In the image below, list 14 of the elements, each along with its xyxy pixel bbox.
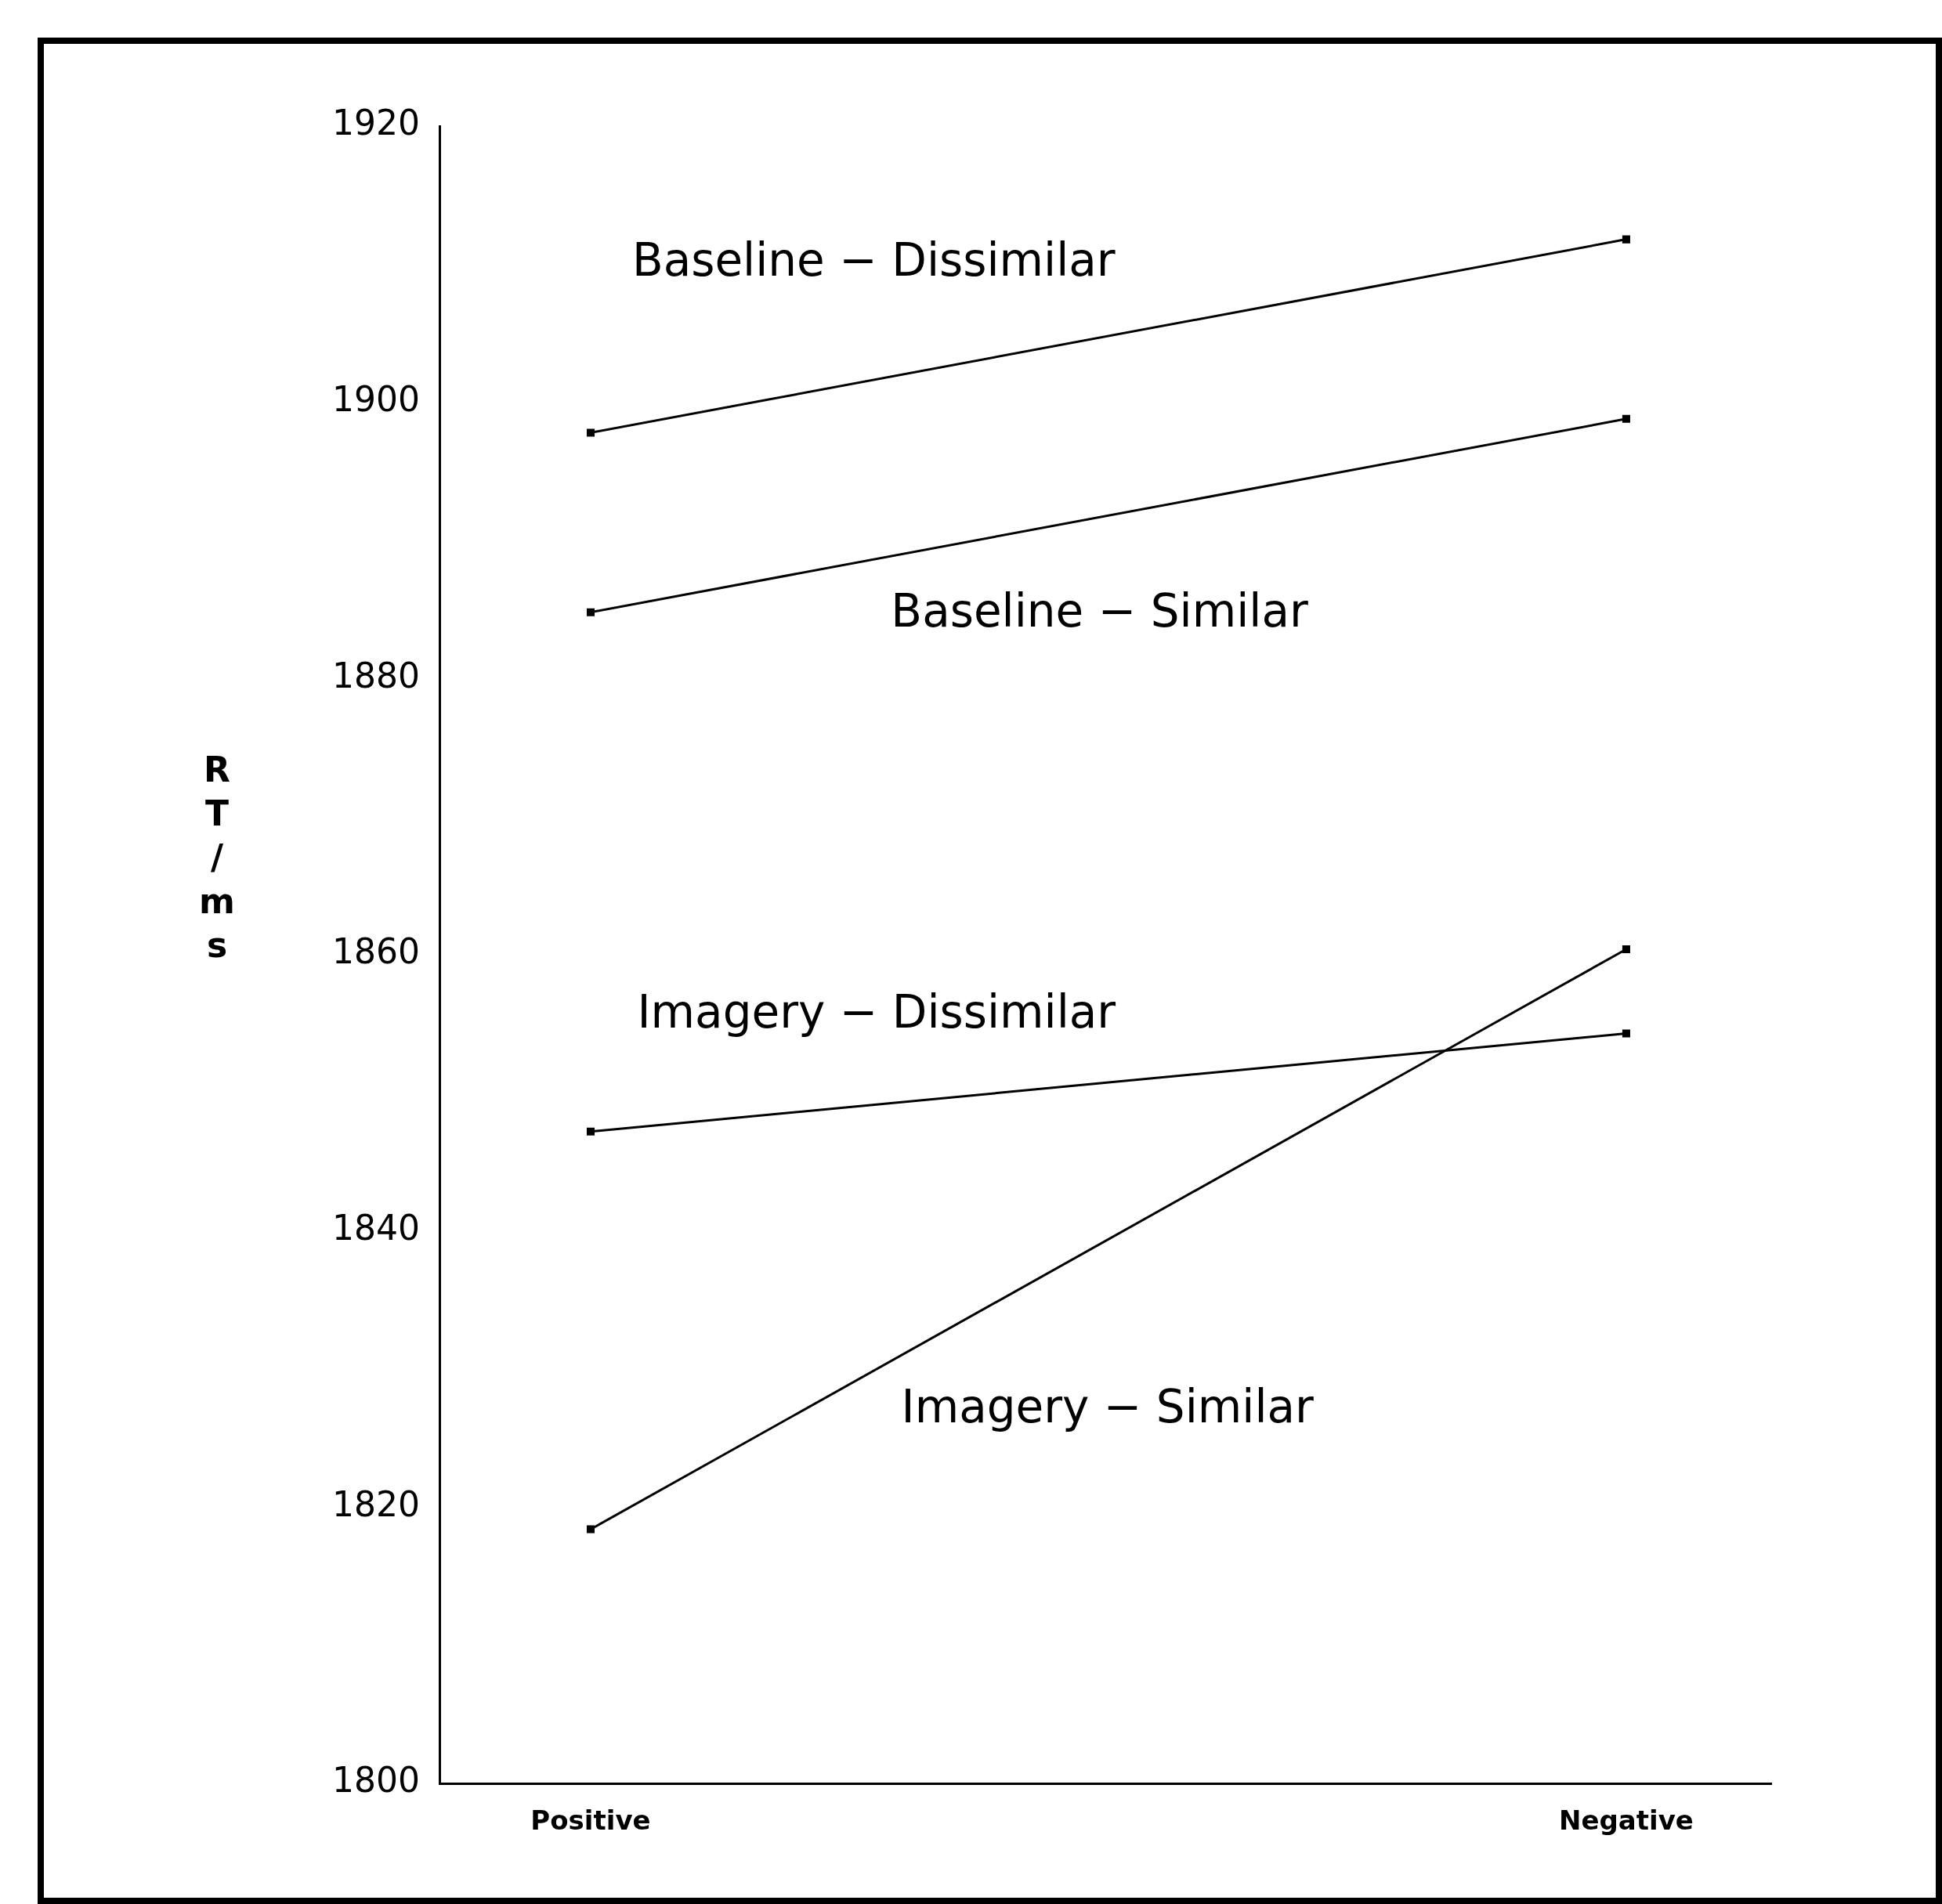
y-axis-title: RT/ms — [199, 750, 235, 966]
series-label: Imagery − Similar — [901, 1379, 1315, 1433]
y-tick-label: 1900 — [332, 379, 420, 420]
y-tick-label: 1840 — [332, 1208, 420, 1248]
x-tick-label: Negative — [1558, 1805, 1694, 1837]
y-tick-label: 1820 — [332, 1483, 420, 1524]
series-label: Imagery − Dissimilar — [637, 985, 1116, 1039]
y-tick-label: 1800 — [332, 1760, 420, 1801]
y-tick-label: 1880 — [332, 655, 420, 695]
y-tick-label: 1920 — [332, 103, 420, 143]
y-tick-label: 1860 — [332, 931, 420, 972]
series-label: Baseline − Similar — [891, 584, 1308, 638]
series-label: Baseline − Dissimilar — [631, 233, 1116, 287]
x-tick-label: Positive — [530, 1805, 651, 1837]
